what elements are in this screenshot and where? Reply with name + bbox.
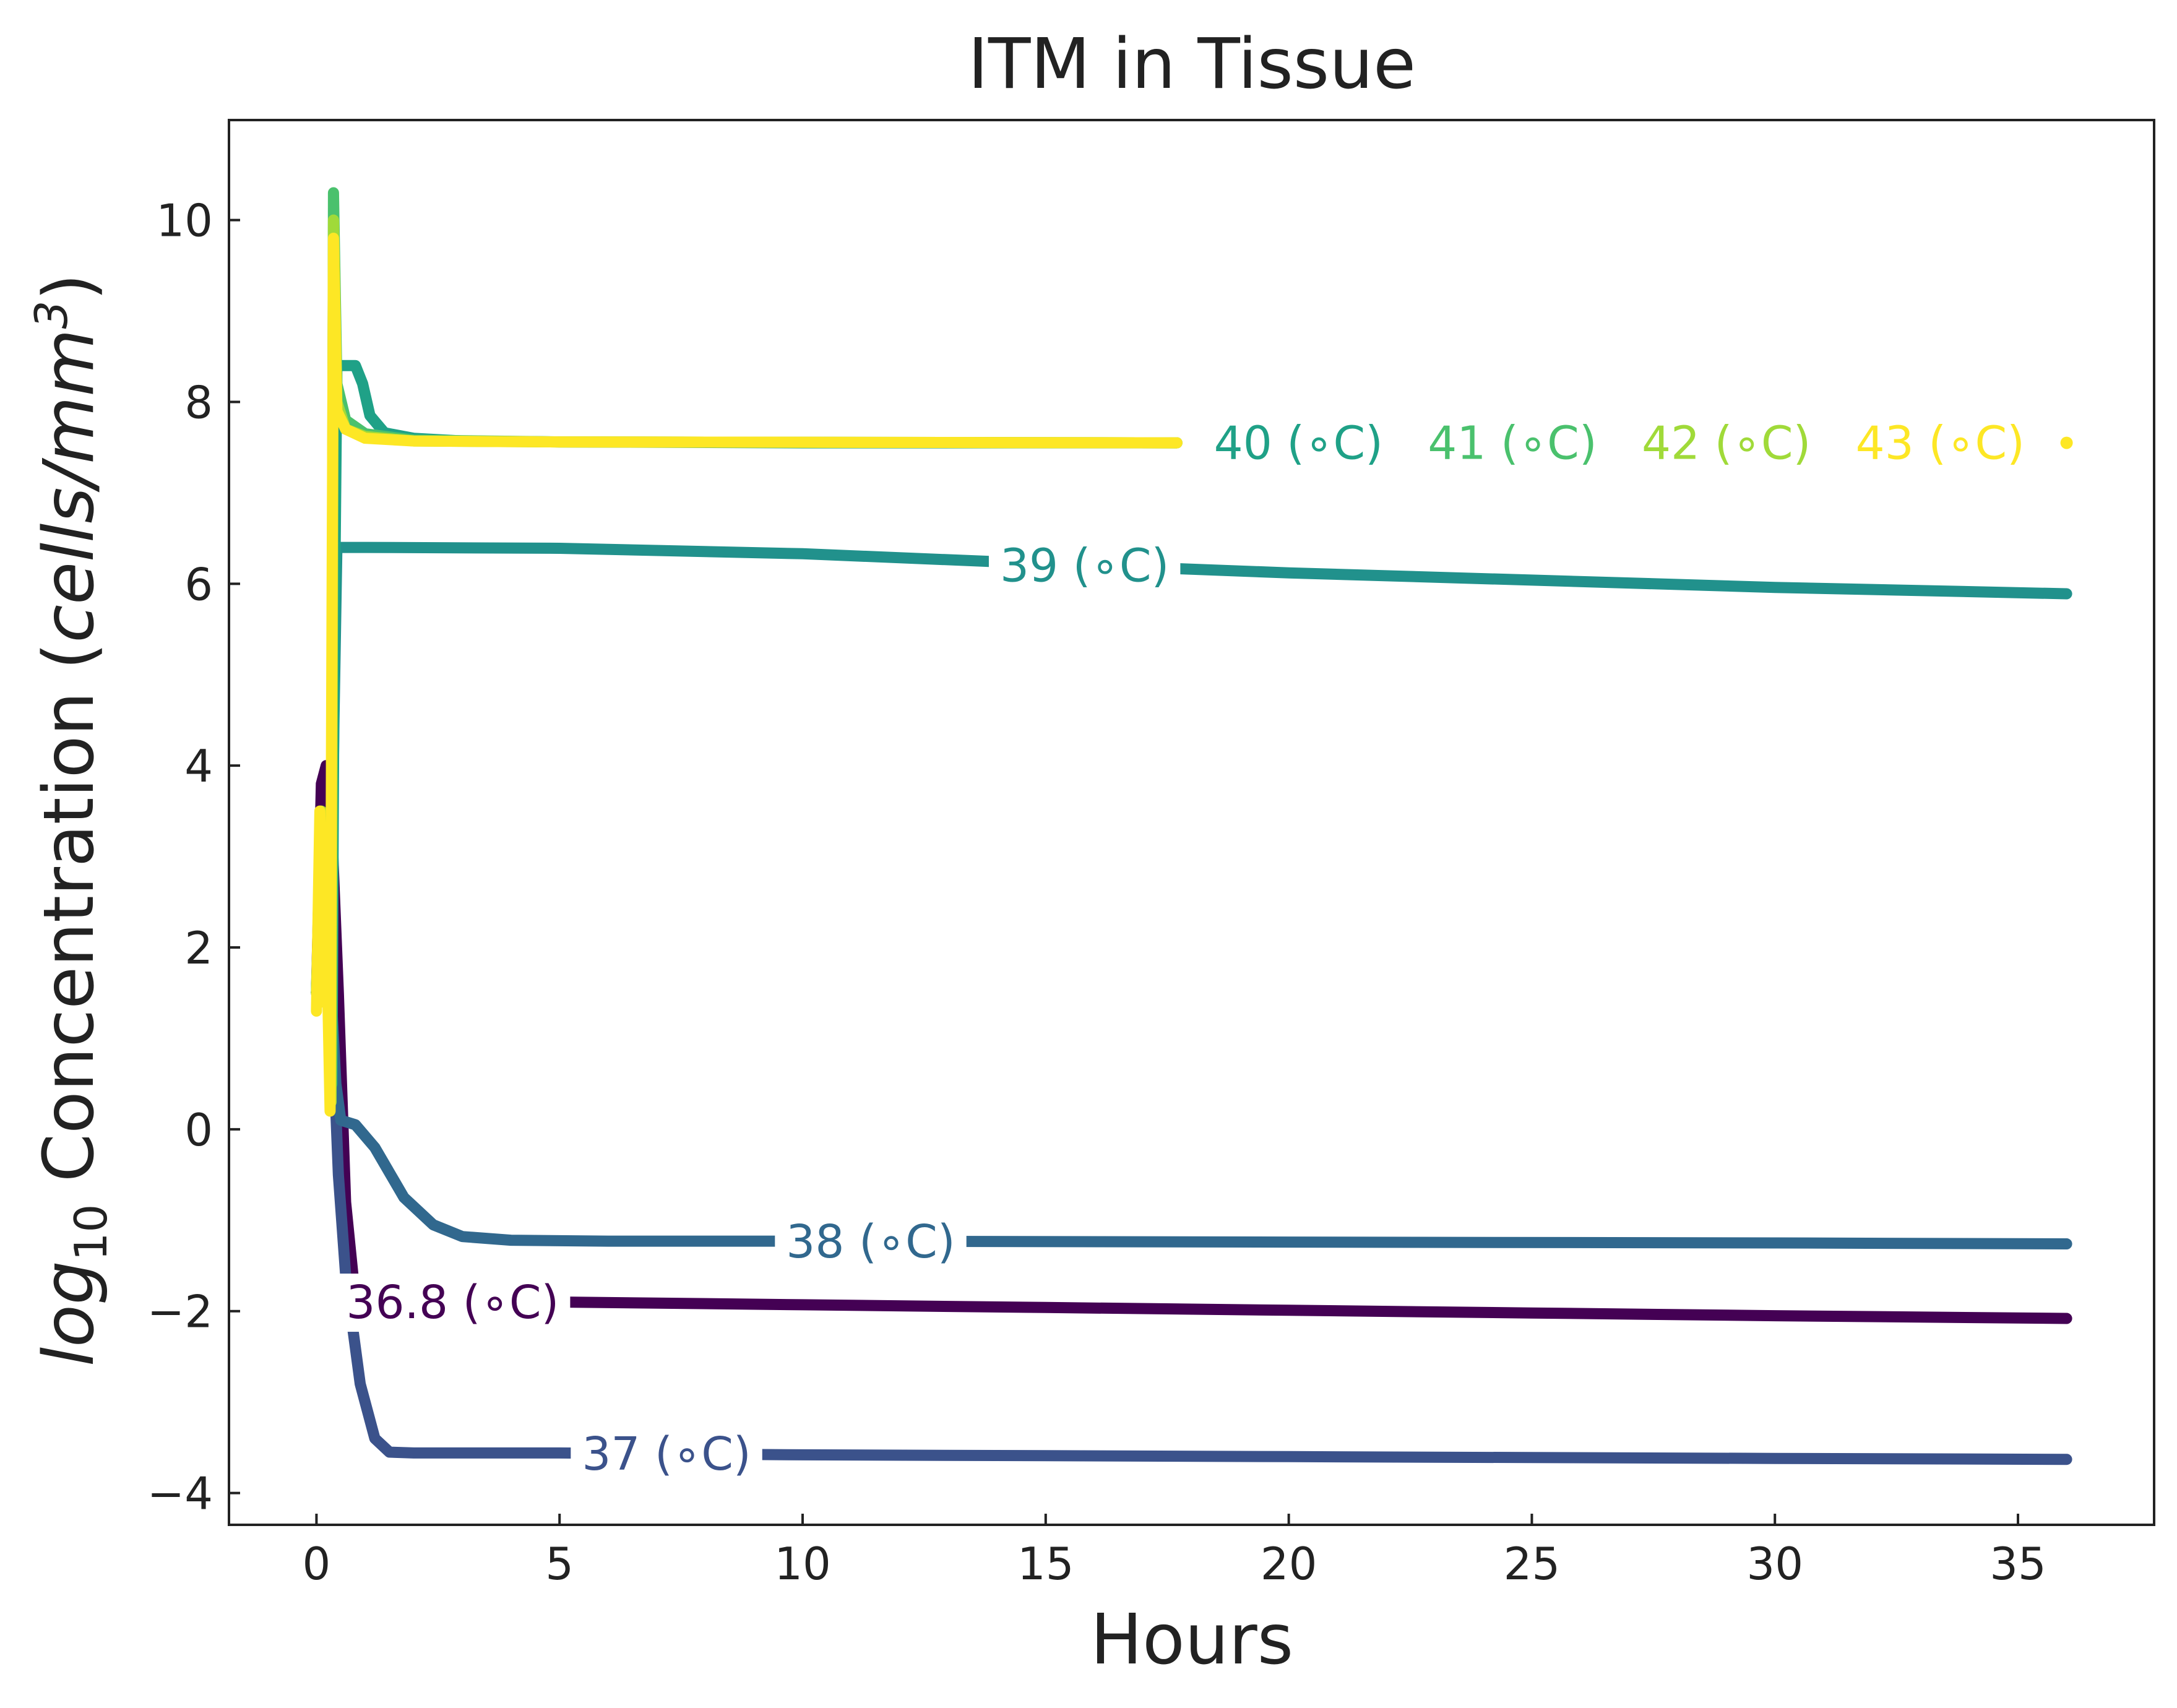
series-label-text: 38 (∘C) — [786, 1215, 955, 1269]
x-tick-label: 15 — [1017, 1538, 1074, 1590]
series-label-background — [1630, 414, 1822, 473]
y-tick-label: 4 — [184, 740, 213, 792]
series-line — [311, 851, 2072, 1249]
series-line — [311, 541, 2072, 999]
series-inline-label: 42 (∘C) — [1630, 414, 1822, 473]
series-line — [311, 851, 2072, 1465]
y-tick-label: −4 — [147, 1468, 213, 1520]
series-inline-label: 43 (∘C) — [1844, 414, 2037, 473]
series-label-text: 42 (∘C) — [1642, 417, 1811, 470]
y-tick-label: 10 — [156, 195, 213, 247]
series-label-text: 37 (∘C) — [582, 1428, 751, 1481]
series-label-background — [1844, 414, 2037, 473]
series-inline-label: 39 (∘C) — [988, 537, 1181, 595]
x-axis-label: Hours — [1090, 1600, 1293, 1680]
y-label-subscript: 10 — [65, 1204, 117, 1261]
series-label-text: 43 (∘C) — [1856, 417, 2025, 470]
x-tick-label: 20 — [1261, 1538, 1317, 1590]
y-axis-label: log10 Concentration (cells/mm3) — [25, 274, 117, 1366]
series-label-background — [988, 537, 1181, 595]
series-label-text: 39 (∘C) — [1000, 539, 1169, 592]
y-tick-label: −2 — [147, 1286, 213, 1338]
y-label-superscript: 3 — [25, 301, 77, 329]
y-tick-label: 0 — [184, 1104, 213, 1156]
series-line — [311, 214, 1183, 1108]
plot-area: 36.8 (∘C) 37 (∘C) 38 (∘C) 39 (∘C) 40 (∘C) 41 … — [311, 187, 2073, 1484]
y-label-main: Concentration ( — [29, 642, 110, 1204]
series-label-text: 40 (∘C) — [1214, 417, 1383, 470]
y-label-log: log — [29, 1261, 110, 1366]
series-label-background — [571, 1425, 762, 1484]
x-tick-label: 25 — [1504, 1538, 1561, 1590]
series-line — [311, 360, 1183, 1090]
series-label-background — [335, 1274, 571, 1332]
series-label-text: 41 (∘C) — [1428, 417, 1597, 470]
series-line — [311, 187, 1183, 1099]
series-label-background — [775, 1212, 967, 1271]
y-label-suffix: ) — [29, 274, 110, 301]
series-label-text: 36.8 (∘C) — [346, 1276, 559, 1329]
x-tick-label: 30 — [1746, 1538, 1803, 1590]
x-tick-label: 35 — [1989, 1538, 2046, 1590]
chart-title: ITM in Tissue — [968, 24, 1416, 105]
y-tick-label: 6 — [184, 558, 213, 610]
series-inline-label: 38 (∘C) — [775, 1212, 967, 1271]
x-tick-label: 0 — [303, 1538, 331, 1590]
series-label-background — [1416, 414, 1608, 473]
series-inline-label: 37 (∘C) — [571, 1425, 762, 1484]
x-tick-label: 10 — [774, 1538, 831, 1590]
y-label-unit: cells/mm — [29, 329, 110, 642]
axis-ticks: 0 5 10 15 20 25 30 35 −4 −2 0 2 4 6 8 10 — [147, 195, 2046, 1590]
series-end-point — [2060, 436, 2073, 449]
series-inline-label: 40 (∘C) — [1202, 414, 1395, 473]
series-inline-label: 36.8 (∘C) — [335, 1274, 571, 1332]
plot-frame — [228, 119, 2155, 1526]
x-tick-label: 5 — [545, 1538, 574, 1590]
series-line — [311, 233, 1183, 1117]
series-label-background — [1202, 414, 1395, 473]
series-inline-label: 41 (∘C) — [1416, 414, 1608, 473]
y-tick-label: 2 — [184, 922, 213, 974]
y-tick-label: 8 — [184, 376, 213, 428]
